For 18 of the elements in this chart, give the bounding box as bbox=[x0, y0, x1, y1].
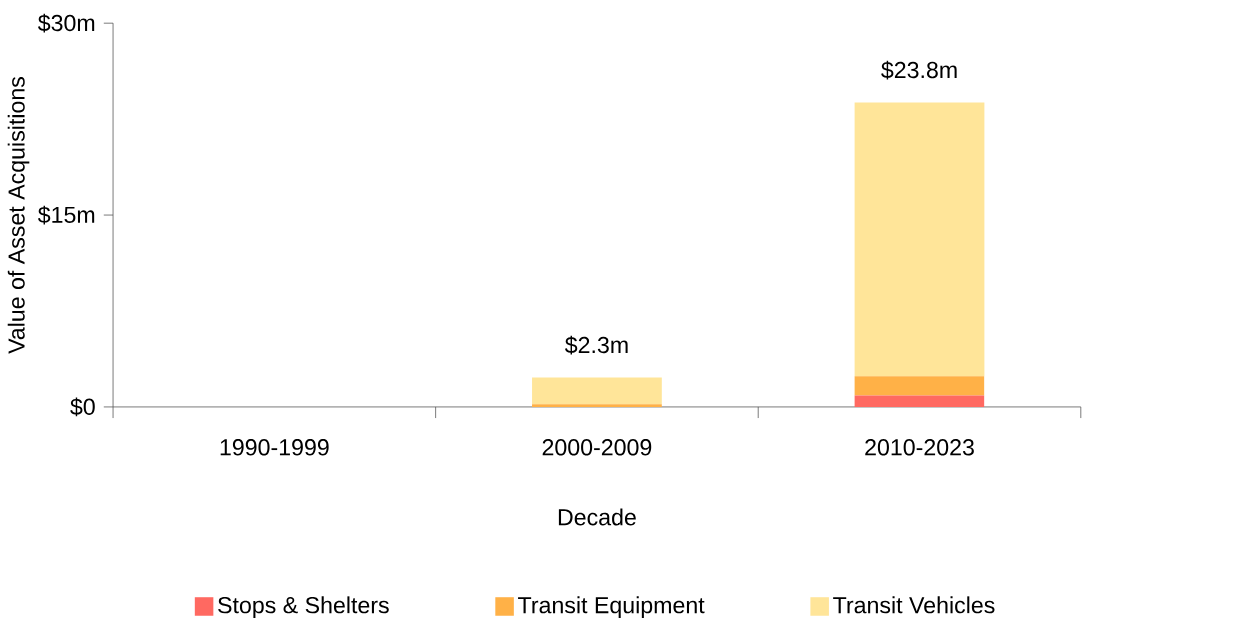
y-tick-label: $0 bbox=[70, 397, 95, 417]
legend-label: Stops & Shelters bbox=[218, 596, 389, 618]
legend-label: Transit Equipment bbox=[518, 596, 705, 618]
bar bbox=[854, 102, 985, 377]
y-tick-label: $15m bbox=[37, 205, 95, 225]
legend-label: Transit Vehicles bbox=[833, 596, 995, 614]
bar bbox=[854, 395, 985, 407]
total-label: $23.8m bbox=[881, 60, 957, 80]
x-axis-title: Decade bbox=[558, 508, 636, 526]
bar bbox=[532, 404, 662, 407]
bar bbox=[854, 376, 985, 396]
x-tick-label: 2000-2009 bbox=[542, 439, 652, 456]
x-tick-label: 1990-1999 bbox=[220, 439, 329, 456]
total-label: $2.3m bbox=[564, 335, 628, 355]
x-tick-label: 2010-2023 bbox=[865, 439, 974, 456]
y-axis-title: Value of Asset Acquisitions bbox=[7, 77, 30, 354]
y-tick-label: $30m bbox=[37, 13, 95, 33]
bar bbox=[532, 377, 662, 405]
